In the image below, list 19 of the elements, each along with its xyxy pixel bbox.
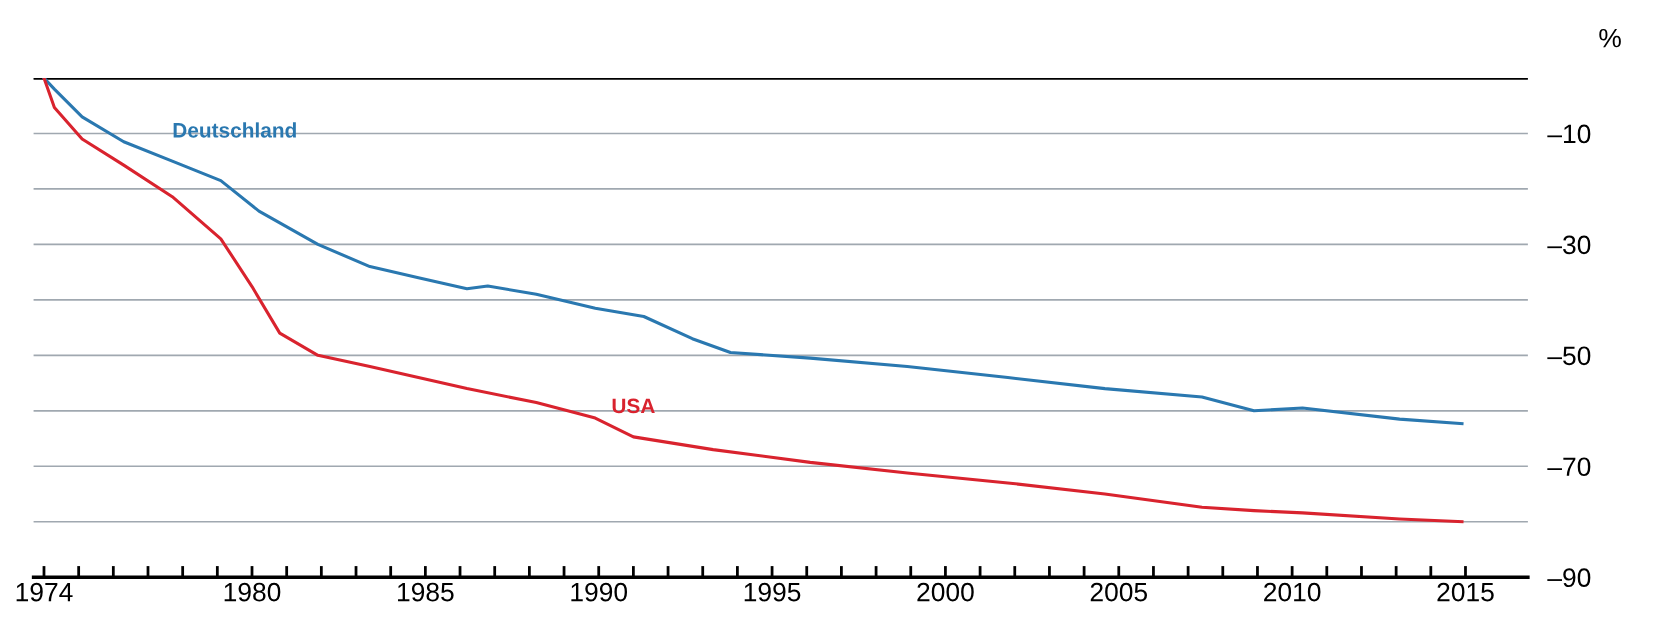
line-series [42, 78, 1464, 426]
x-tick-label: 2015 [1437, 582, 1494, 602]
series-label: USA [612, 398, 655, 414]
y-tick-label: –90 [1547, 568, 1591, 588]
y-tick-label: –70 [1547, 457, 1591, 477]
x-tick-label: 1990 [571, 582, 628, 602]
x-tick-label: 2005 [1090, 582, 1148, 602]
series-label: Deutschland [173, 122, 296, 138]
x-tick-label: 2010 [1264, 582, 1321, 602]
y-axis-title: % [1599, 28, 1621, 48]
x-tick-label: 1995 [744, 582, 801, 602]
y-tick-label: –50 [1547, 346, 1591, 366]
x-tick-label: 2000 [917, 582, 974, 602]
x-tick-label: 1985 [398, 582, 454, 602]
y-tick-label: –10 [1547, 124, 1591, 144]
y-tick-label: –30 [1547, 235, 1591, 255]
x-tick-label: 1980 [224, 582, 281, 602]
x-tick-label: 1974 [16, 582, 73, 602]
line-series [42, 78, 1464, 524]
